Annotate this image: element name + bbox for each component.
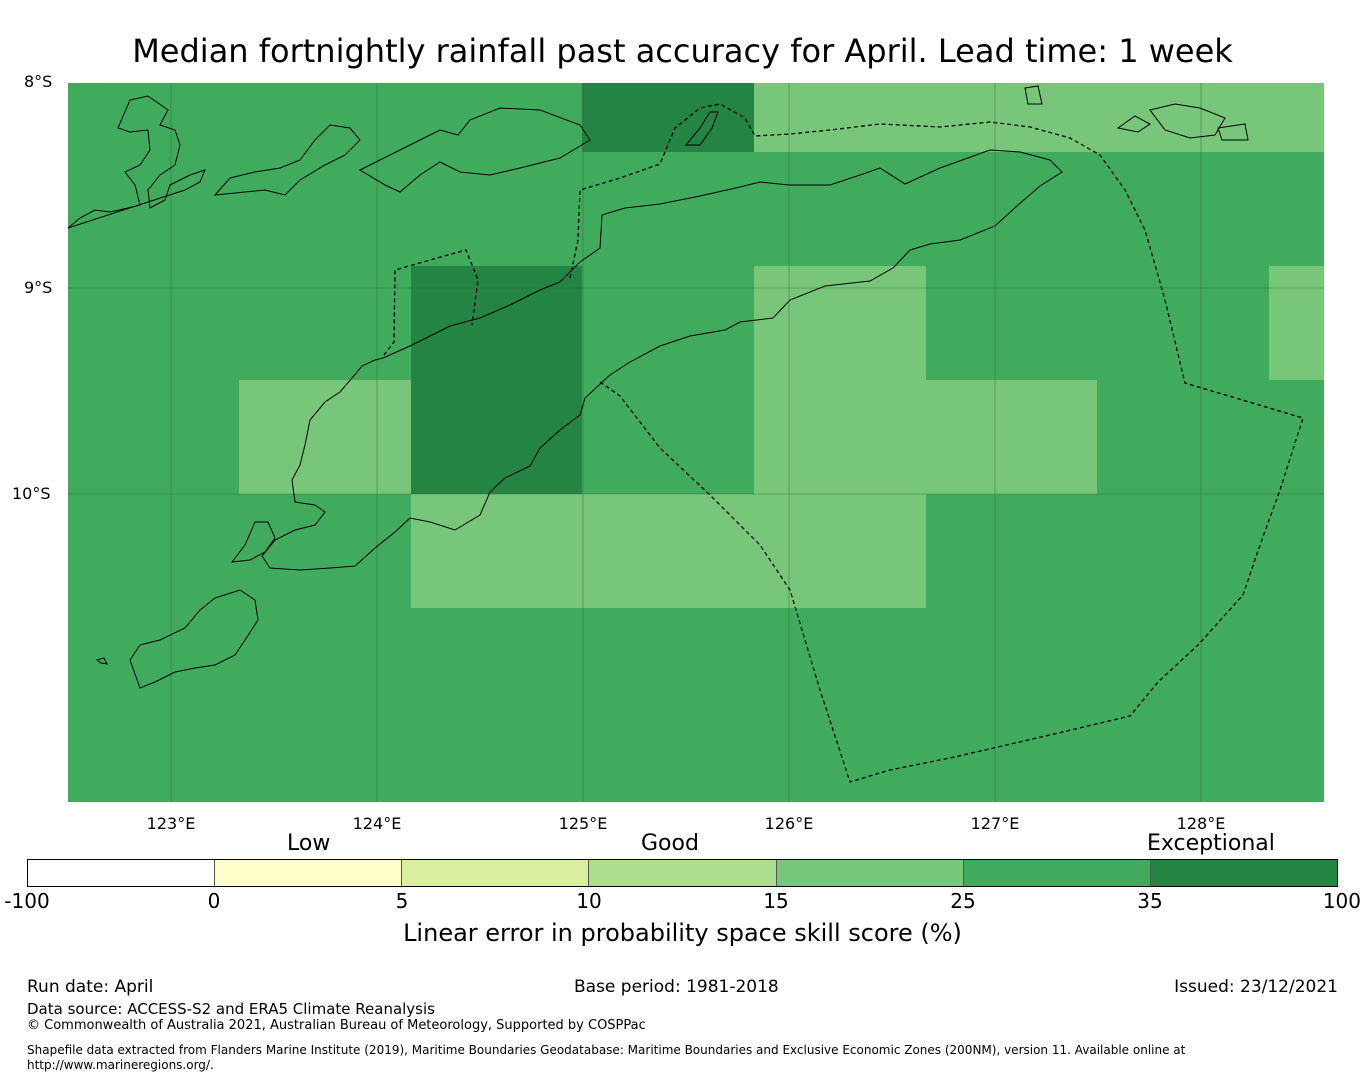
skill-map [67, 83, 1324, 802]
colorbar-tick: -100 [4, 889, 50, 913]
atauro-coastline [684, 111, 719, 146]
gridlines [68, 83, 1324, 802]
maritime-boundary [383, 103, 1304, 783]
data-source: Data source: ACCESS-S2 and ERA5 Climate … [27, 1000, 435, 1018]
colorbar-tick: 5 [395, 889, 409, 913]
babar-coastline [1149, 103, 1226, 139]
legend-category-good: Good [641, 831, 699, 856]
colorbar-tick: 10 [576, 889, 602, 913]
flores-coastline [67, 95, 206, 229]
cell-good [754, 83, 1324, 152]
colorbar-segment [215, 860, 403, 886]
island-coastline [95, 657, 108, 665]
chart-title: Median fortnightly rainfall past accurac… [132, 32, 1233, 70]
lat-label-10s: 10°S [12, 484, 51, 503]
wetar-coastline [358, 107, 591, 193]
run-date: Run date: April [27, 977, 154, 997]
legend-category-exceptional: Exceptional [1147, 831, 1275, 856]
colorbar-segment [28, 860, 216, 886]
legend-category-low: Low [287, 831, 331, 856]
colorbar-segment [776, 860, 964, 886]
colorbar [27, 859, 1338, 887]
cell-good [239, 380, 411, 494]
base-period: Base period: 1981-2018 [574, 977, 779, 997]
cell-good [754, 380, 1097, 494]
cell-good [754, 266, 926, 380]
island-coastline [1116, 115, 1151, 133]
colorbar-tick: 15 [763, 889, 789, 913]
copyright: © Commonwealth of Australia 2021, Austra… [27, 1018, 646, 1033]
rote-coastline [230, 521, 276, 563]
coastlines [67, 85, 1249, 689]
cell-good [411, 494, 926, 608]
timor-coastline [261, 149, 1063, 571]
colorbar-tick: 35 [1137, 889, 1163, 913]
colorbar-title: Linear error in probability space skill … [403, 919, 962, 947]
shapefile-credit: Shapefile data extracted from Flanders M… [27, 1043, 1186, 1072]
island-coastline [1217, 123, 1249, 141]
sumba-coastline [129, 589, 259, 689]
lon-label-124e: 124°E [352, 814, 402, 833]
colorbar-tick: 25 [950, 889, 976, 913]
colorbar-tick: 0 [207, 889, 221, 913]
colorbar-segment [402, 860, 590, 886]
cell-good [1269, 266, 1324, 380]
island-coastline [1024, 85, 1043, 105]
lat-label-8s: 8°S [24, 72, 53, 91]
lat-label-9s: 9°S [24, 278, 53, 297]
lon-label-128e: 128°E [1176, 814, 1226, 833]
colorbar-segment [589, 860, 777, 886]
lon-label-127e: 127°E [970, 814, 1020, 833]
issued-date: Issued: 23/12/2021 [1174, 977, 1338, 997]
cell-exceptional [411, 266, 582, 494]
alor-coastline [213, 124, 361, 196]
colorbar-segment [963, 860, 1151, 886]
lon-label-126e: 126°E [764, 814, 814, 833]
lon-label-125e: 125°E [558, 814, 608, 833]
colorbar-tick: 100 [1322, 889, 1361, 913]
colorbar-segment [1150, 860, 1337, 886]
lon-label-123e: 123°E [146, 814, 196, 833]
cell-exceptional [582, 83, 754, 152]
